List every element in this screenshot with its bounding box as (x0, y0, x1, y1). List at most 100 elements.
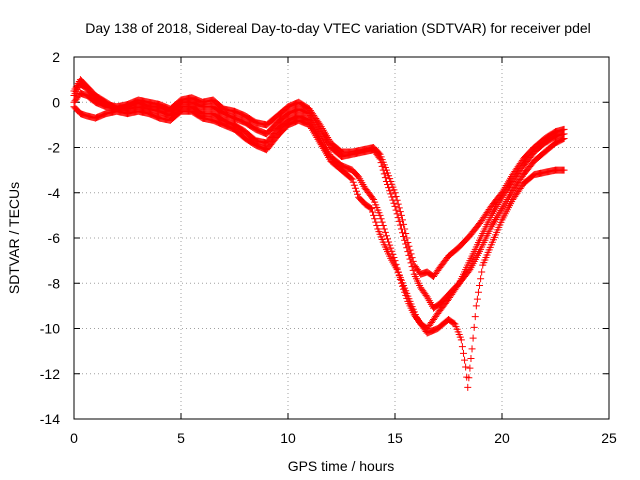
data-point (470, 323, 478, 331)
data-point (314, 135, 322, 143)
data-point (407, 259, 415, 267)
data-point (372, 218, 380, 226)
data-point (384, 235, 392, 243)
data-point (473, 295, 481, 303)
data-point (376, 211, 384, 219)
data-point (369, 208, 377, 216)
data-point (405, 251, 413, 259)
data-point (350, 181, 358, 189)
data-point (459, 349, 467, 357)
data-point (315, 137, 323, 145)
data-point (462, 363, 470, 371)
data-point (408, 263, 416, 271)
data-point (492, 215, 500, 223)
data-point (312, 132, 320, 140)
data-point (409, 266, 417, 274)
data-point (378, 218, 386, 226)
data-point (472, 302, 480, 310)
data-point (388, 193, 396, 201)
data-point (494, 212, 502, 220)
data-point (496, 208, 504, 216)
data-point (379, 222, 387, 230)
data-point (467, 354, 475, 362)
data-point (306, 123, 314, 131)
data-point (348, 175, 356, 183)
data-point (457, 336, 465, 344)
data-point (376, 155, 384, 163)
data-point (496, 197, 504, 205)
data-point (317, 141, 325, 149)
data-point (320, 146, 328, 154)
data-point (400, 232, 408, 240)
data-point (321, 148, 329, 156)
y-tick-label: -12 (40, 366, 60, 382)
data-point (306, 111, 314, 119)
data-point (385, 184, 393, 192)
data-point (461, 356, 469, 364)
data-point (318, 143, 326, 151)
data-point (386, 187, 394, 195)
data-point (382, 232, 390, 240)
data-point (391, 202, 399, 210)
data-point (384, 181, 392, 189)
chart-title: Day 138 of 2018, Sidereal Day-to-day VTE… (85, 20, 591, 36)
data-point (369, 194, 377, 202)
y-tick-label: -2 (48, 140, 61, 156)
data-point (375, 153, 383, 161)
data-point (491, 217, 499, 225)
data-point (377, 159, 385, 167)
data-point (305, 121, 313, 129)
data-point (325, 153, 333, 161)
data-point (489, 219, 497, 227)
data-point (377, 215, 385, 223)
data-point (499, 203, 507, 211)
y-tick-label: -4 (48, 185, 61, 201)
data-point (396, 221, 404, 229)
data-point (403, 244, 411, 252)
y-tick-label: 0 (52, 94, 60, 110)
data-point (398, 216, 406, 224)
data-point (370, 211, 378, 219)
data-point (351, 184, 359, 192)
data-point (469, 334, 477, 342)
x-tick-label: 25 (601, 430, 617, 446)
data-point (465, 374, 473, 382)
data-point (391, 189, 399, 197)
data-point (468, 345, 476, 353)
y-axis-label: SDTVAR / TECUs (6, 182, 22, 294)
data-point (488, 210, 496, 218)
data-point (493, 214, 501, 222)
data-point (347, 174, 355, 182)
data-point (324, 152, 332, 160)
data-point (310, 128, 318, 136)
data-point (401, 236, 409, 244)
data-point (387, 244, 395, 252)
data-point (474, 288, 482, 296)
data-point (392, 206, 400, 214)
y-tick-label: -6 (48, 230, 61, 246)
y-tick-label: 2 (52, 49, 60, 65)
data-point (381, 228, 389, 236)
y-tick-label: -10 (40, 321, 60, 337)
data-point (308, 124, 316, 132)
data-point (495, 199, 503, 207)
data-point (491, 206, 499, 214)
series-track-4 (70, 103, 568, 391)
data-point (454, 281, 462, 289)
data-point (323, 150, 331, 158)
x-axis-label: GPS time / hours (288, 458, 395, 474)
data-point (366, 204, 374, 212)
data-point (404, 248, 412, 256)
x-tick-label: 5 (177, 430, 185, 446)
data-point (319, 144, 327, 152)
data-point (560, 166, 568, 174)
data-point (371, 215, 379, 223)
data-point (478, 268, 486, 276)
x-tick-label: 10 (280, 430, 296, 446)
data-point (494, 201, 502, 209)
data-point (497, 206, 505, 214)
data-point (400, 220, 408, 228)
data-point (487, 211, 495, 219)
data-point (313, 134, 321, 142)
